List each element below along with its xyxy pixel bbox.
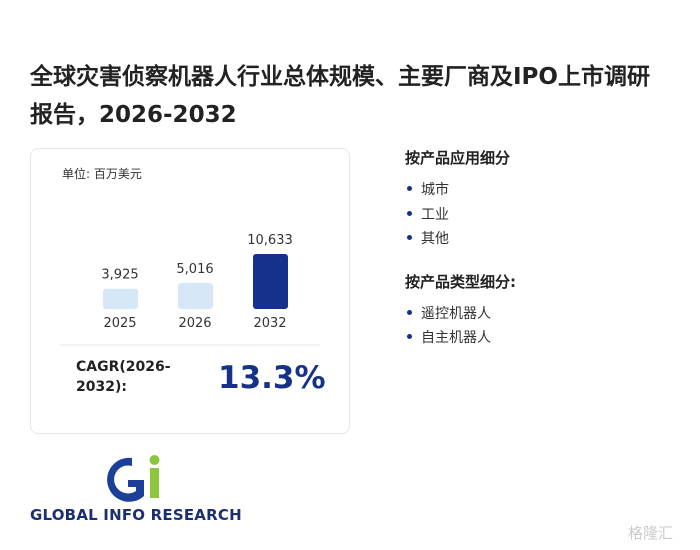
cagr-value: 13.3% xyxy=(218,360,326,396)
segment-item: 城市 xyxy=(407,179,449,199)
category-label: 2032 xyxy=(253,316,286,331)
logo-mark xyxy=(107,455,160,502)
watermark: 格隆汇 xyxy=(628,524,674,542)
bar xyxy=(103,288,138,309)
unit: 单位: 百万美元 xyxy=(62,167,142,181)
bar xyxy=(178,283,213,309)
bullet xyxy=(407,334,412,339)
cagr-label: CAGR(2026-2032): xyxy=(76,359,171,395)
segment-item: 其他 xyxy=(407,228,449,248)
category-label: 2026 xyxy=(178,316,211,331)
category-label: 2025 xyxy=(103,316,136,331)
chart: 3,925 2025 5,016 2026 10,633 2032 xyxy=(60,233,320,346)
bar xyxy=(253,254,288,309)
segment-item: 工业 xyxy=(407,204,449,224)
logo-text: GLOBAL INFO RESEARCH xyxy=(30,506,242,524)
value-label: 5,016 xyxy=(176,262,213,277)
segment-item: 自主机器人 xyxy=(407,327,491,347)
value-label: 10,633 xyxy=(247,233,293,248)
value-label: 3,925 xyxy=(101,268,138,283)
bullet xyxy=(407,186,412,191)
segment-item: 遥控机器人 xyxy=(407,303,491,323)
segment-heading: 按产品应用细分 xyxy=(405,149,511,167)
title: 全球灾害侦察机器人行业总体规模、主要厂商及IPO上市调研报告，2026-2032 xyxy=(30,64,650,128)
bullet xyxy=(407,210,412,216)
bullet xyxy=(407,235,412,240)
bullet xyxy=(407,309,412,315)
segment-heading: 按产品类型细分: xyxy=(405,272,516,291)
card xyxy=(30,148,350,434)
